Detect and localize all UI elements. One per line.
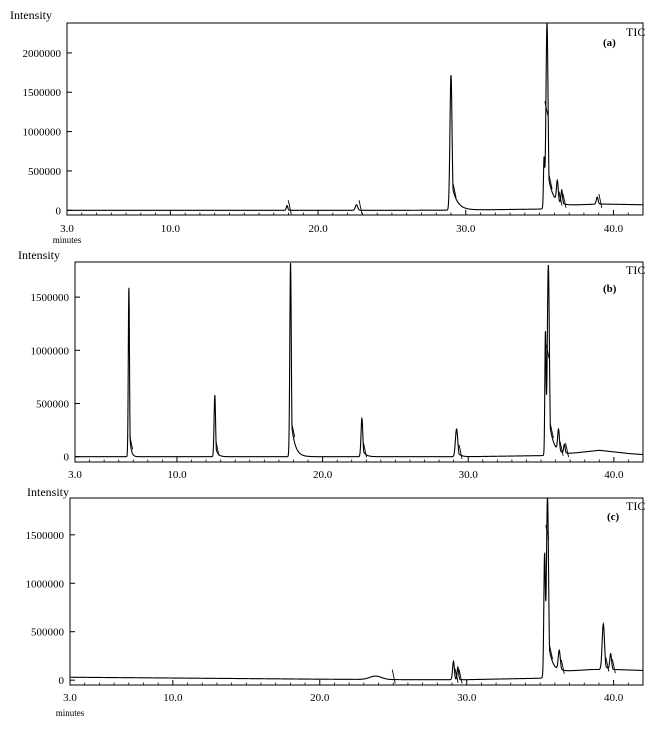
peak-marker bbox=[611, 659, 616, 674]
y-tick-label: 0 bbox=[56, 205, 62, 217]
peak-marker bbox=[558, 191, 563, 206]
peak-marker bbox=[545, 525, 550, 540]
y-tick-label: 1000000 bbox=[23, 127, 62, 139]
panel-label: (c) bbox=[607, 511, 620, 523]
chromatogram-panel-2: 0 500000 1000000 1500000 3.0 10.0 20.0 30.0 40.0… bbox=[18, 248, 645, 481]
peak-marker bbox=[545, 344, 550, 359]
y-axis-title: Intensity bbox=[27, 485, 69, 499]
x-axis-title: minutes bbox=[53, 235, 82, 245]
peak-marker bbox=[454, 668, 459, 683]
plot-frame bbox=[66, 22, 644, 216]
x-tick-label: 3.0 bbox=[63, 692, 77, 704]
tic-trace bbox=[75, 262, 643, 458]
y-axis-title: Intensity bbox=[10, 8, 52, 22]
peak-marker bbox=[215, 441, 220, 456]
y-tick-label: 0 bbox=[64, 452, 70, 464]
y-tick-label: 1000000 bbox=[26, 578, 65, 590]
tic-trace bbox=[70, 498, 643, 681]
x-tick-label: 20.0 bbox=[313, 469, 333, 481]
chromatogram-panel-1: 0 500000 1000000 1500000 2000000 3.0 10.0 20.0 3… bbox=[10, 8, 645, 245]
x-tick-label: 30.0 bbox=[457, 692, 477, 704]
y-tick-label: 500000 bbox=[31, 627, 65, 639]
peak-marker bbox=[549, 423, 554, 439]
x-tick-label: 10.0 bbox=[161, 223, 181, 235]
x-tick-label: 40.0 bbox=[604, 692, 624, 704]
y-tick-label: 0 bbox=[59, 675, 65, 687]
x-tick-label: 20.0 bbox=[310, 692, 330, 704]
x-axis-title: minutes bbox=[56, 708, 85, 718]
tic-trace bbox=[67, 23, 643, 211]
y-tick-label: 1500000 bbox=[23, 87, 62, 99]
panel-label: (a) bbox=[603, 37, 616, 49]
panel-label: (b) bbox=[603, 283, 617, 295]
peak-marker bbox=[605, 657, 610, 672]
plot-frame bbox=[69, 497, 644, 686]
peak-marker bbox=[549, 645, 554, 660]
peak-marker bbox=[452, 183, 457, 198]
y-tick-label: 2000000 bbox=[23, 48, 62, 60]
peak-marker bbox=[559, 441, 564, 456]
peak-marker bbox=[129, 435, 134, 450]
peak-marker bbox=[458, 669, 463, 684]
peak-marker bbox=[363, 443, 367, 458]
x-tick-label: 40.0 bbox=[604, 469, 624, 481]
trace-label: TIC bbox=[626, 25, 645, 39]
y-tick-label: 1000000 bbox=[31, 345, 70, 357]
y-tick-label: 1500000 bbox=[26, 530, 65, 542]
peak-marker bbox=[544, 101, 549, 116]
x-tick-label: 30.0 bbox=[456, 223, 476, 235]
peak-marker bbox=[287, 200, 292, 215]
y-axis-title: Intensity bbox=[18, 248, 60, 262]
y-tick-label: 1500000 bbox=[31, 292, 70, 304]
chromatogram-panel-3: 0 500000 1000000 1500000 3.0 10.0 20.0 30.0 40.0… bbox=[26, 485, 646, 718]
peak-marker bbox=[291, 423, 296, 438]
peak-marker bbox=[598, 193, 603, 209]
trace-label: TIC bbox=[626, 499, 645, 513]
y-tick-label: 500000 bbox=[28, 166, 62, 178]
x-tick-label: 40.0 bbox=[604, 223, 624, 235]
peak-marker bbox=[548, 175, 553, 190]
x-tick-label: 20.0 bbox=[308, 223, 328, 235]
y-tick-label: 500000 bbox=[36, 398, 70, 410]
x-tick-label: 3.0 bbox=[60, 223, 74, 235]
peak-marker bbox=[562, 193, 567, 208]
trace-label: TIC bbox=[626, 263, 645, 277]
peak-marker bbox=[565, 442, 569, 458]
peak-marker bbox=[391, 669, 396, 684]
plot-frame bbox=[74, 261, 644, 463]
peak-marker bbox=[458, 444, 463, 459]
x-tick-label: 3.0 bbox=[68, 469, 82, 481]
peak-marker bbox=[358, 200, 363, 215]
peak-marker bbox=[560, 659, 565, 674]
x-tick-label: 10.0 bbox=[163, 692, 183, 704]
x-tick-label: 10.0 bbox=[167, 469, 187, 481]
x-tick-label: 30.0 bbox=[459, 469, 479, 481]
